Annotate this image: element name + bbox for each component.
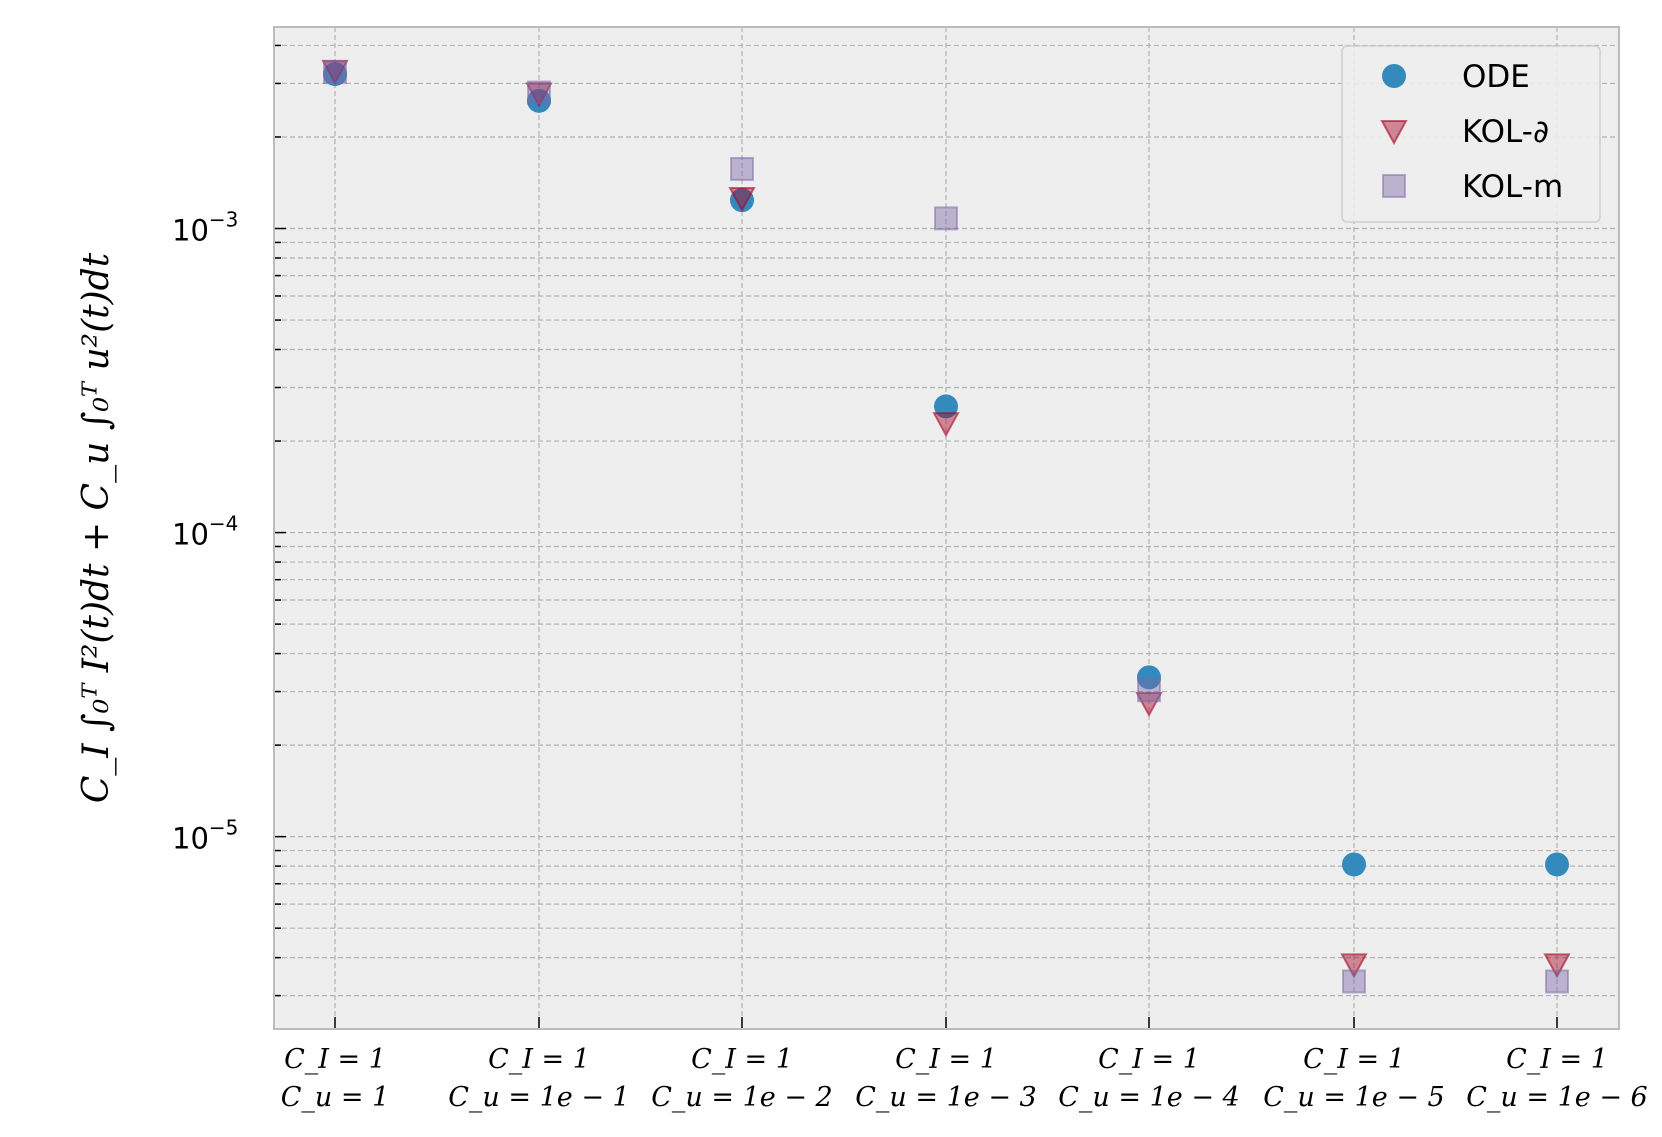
grid	[274, 27, 1619, 1029]
legend-label: ODE	[1462, 59, 1530, 95]
kol-m-point	[730, 156, 754, 181]
kol-d-point	[525, 82, 553, 108]
kol-m-point	[934, 206, 958, 231]
ode-point	[1137, 665, 1161, 690]
kol-d-point	[932, 412, 960, 438]
y-tick-label: 10−5	[172, 816, 238, 856]
axes-frame	[273, 26, 1620, 1030]
legend-marker-circle	[1382, 64, 1406, 88]
kol-d-point	[1135, 692, 1163, 718]
x-tick-label: C_u = 1	[281, 1082, 390, 1113]
kol-d-point	[1543, 953, 1571, 979]
x-tick-label: C_I = 1	[284, 1044, 386, 1075]
x-tick-label: C_u = 1e − 1	[448, 1082, 629, 1113]
x-tick-label: C_u = 1e − 5	[1263, 1082, 1444, 1113]
y-axis: 10−3 10−4 10−5	[172, 208, 238, 856]
x-axis: C_I = 1 C_u = 1 C_I = 1 C_u = 1e − 1 C_I = 1…	[281, 1044, 1648, 1113]
x-tick-label: C_I = 1	[1098, 1044, 1200, 1075]
kol-m-point	[1342, 969, 1366, 994]
kol-d-point	[1340, 953, 1368, 979]
ode-point	[1342, 852, 1366, 877]
data-points	[321, 59, 1571, 994]
x-tick-label: C_I = 1	[1303, 1044, 1405, 1075]
legend-label: KOL-m	[1462, 169, 1563, 205]
ode-point	[323, 62, 347, 87]
ode-point	[1545, 852, 1569, 877]
x-tick-label: C_u = 1e − 4	[1058, 1082, 1239, 1113]
x-tick-label: C_I = 1	[1506, 1044, 1608, 1075]
x-tick-label: C_u = 1e − 2	[651, 1082, 832, 1113]
x-tick-label: C_I = 1	[488, 1044, 590, 1075]
x-tick-label: C_I = 1	[895, 1044, 997, 1075]
kol-m-point	[527, 80, 551, 105]
legend-box	[1341, 45, 1601, 223]
legend: ODE KOL-∂ KOL-m	[1341, 45, 1601, 223]
legend-label: KOL-∂	[1462, 114, 1549, 150]
x-tick-label: C_u = 1e − 3	[855, 1082, 1036, 1113]
kol-m-point	[323, 60, 347, 85]
legend-marker-square	[1382, 174, 1406, 198]
kol-m-point	[1545, 969, 1569, 994]
x-tick-label: C_u = 1e − 6	[1466, 1082, 1647, 1113]
y-axis-label: C_I ∫₀ᵀ I²(t)dt + C_u ∫₀ᵀ u²(t)dt	[76, 252, 117, 803]
kol-d-point	[728, 186, 756, 213]
ode-point	[730, 188, 754, 213]
y-tick-label: 10−3	[172, 208, 238, 248]
y-tick-label: 10−4	[172, 512, 238, 552]
kol-m-point	[1137, 678, 1161, 703]
legend-marker-triangle-down	[1380, 120, 1408, 146]
x-tick-label: C_I = 1	[691, 1044, 793, 1075]
